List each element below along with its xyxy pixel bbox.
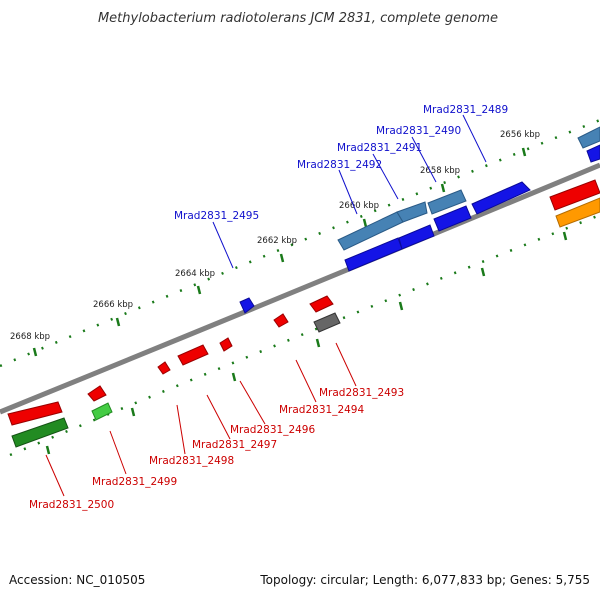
gene-label-2498[interactable]: Mrad2831_2498	[149, 455, 234, 467]
scale-label-2666: 2666 kbp	[93, 300, 133, 310]
forward-genes	[239, 126, 600, 314]
gene-block-2489[interactable]	[577, 126, 600, 149]
scale-label-2658: 2658 kbp	[420, 166, 460, 176]
gene-block-blue-5[interactable]	[586, 144, 600, 163]
gene-label-2499[interactable]: Mrad2831_2499	[92, 476, 177, 488]
accession-text: Accession: NC_010505	[9, 573, 146, 587]
gene-block-orange-right[interactable]	[555, 197, 600, 228]
gene-block-2491[interactable]	[396, 201, 428, 223]
gene-label-2494[interactable]: Mrad2831_2494	[279, 404, 364, 416]
gene-label-2493[interactable]: Mrad2831_2493	[319, 387, 404, 399]
gene-block-2494[interactable]	[273, 313, 289, 328]
scale-label-2656: 2656 kbp	[500, 130, 540, 140]
reverse-label-leaders	[45, 342, 357, 497]
scale-label-2660: 2660 kbp	[339, 201, 379, 211]
gene-label-2497[interactable]: Mrad2831_2497	[192, 439, 277, 451]
scale-label-2664: 2664 kbp	[175, 269, 215, 279]
scale-label-2662: 2662 kbp	[257, 236, 297, 246]
inner-tick-track	[9, 213, 600, 457]
forward-label-leaders	[212, 114, 487, 269]
gene-block-2499[interactable]	[87, 385, 107, 402]
gene-label-2496[interactable]: Mrad2831_2496	[230, 424, 315, 436]
gene-block-blue-4[interactable]	[471, 181, 531, 215]
gene-label-2500[interactable]: Mrad2831_2500	[29, 499, 114, 511]
gene-label-2489[interactable]: Mrad2831_2489	[423, 104, 508, 116]
gene-block-2493[interactable]	[309, 295, 334, 313]
genome-backbone	[0, 162, 600, 415]
gene-block-2490[interactable]	[427, 189, 467, 215]
gene-label-2492[interactable]: Mrad2831_2492	[297, 159, 382, 171]
topology-text: Topology: circular; Length: 6,077,833 bp…	[260, 573, 590, 587]
gene-block-red-right[interactable]	[549, 179, 600, 211]
scale-label-2668: 2668 kbp	[10, 332, 50, 342]
gene-block-2498[interactable]	[157, 361, 171, 375]
genome-title: Methylobacterium radiotolerans JCM 2831,…	[98, 11, 498, 26]
gene-block-2500-green[interactable]	[11, 417, 69, 448]
gene-block-2500[interactable]	[7, 401, 63, 426]
outer-tick-track	[0, 118, 600, 368]
scale-inner-ticks	[45, 231, 568, 455]
gene-block-2495[interactable]	[239, 297, 255, 314]
gene-block-2499-green[interactable]	[91, 402, 113, 421]
gene-block-blue-3[interactable]	[433, 205, 472, 232]
gene-label-2491[interactable]: Mrad2831_2491	[337, 142, 422, 154]
gene-block-blue-2[interactable]	[398, 224, 435, 250]
gene-block-2496[interactable]	[219, 337, 233, 352]
gene-block-2497[interactable]	[177, 344, 209, 366]
reverse-genes	[7, 179, 600, 448]
gene-label-2490[interactable]: Mrad2831_2490	[376, 125, 461, 137]
gene-label-2495[interactable]: Mrad2831_2495	[174, 210, 259, 222]
gene-block-gray[interactable]	[313, 312, 341, 333]
scale-major-ticks	[32, 147, 527, 357]
